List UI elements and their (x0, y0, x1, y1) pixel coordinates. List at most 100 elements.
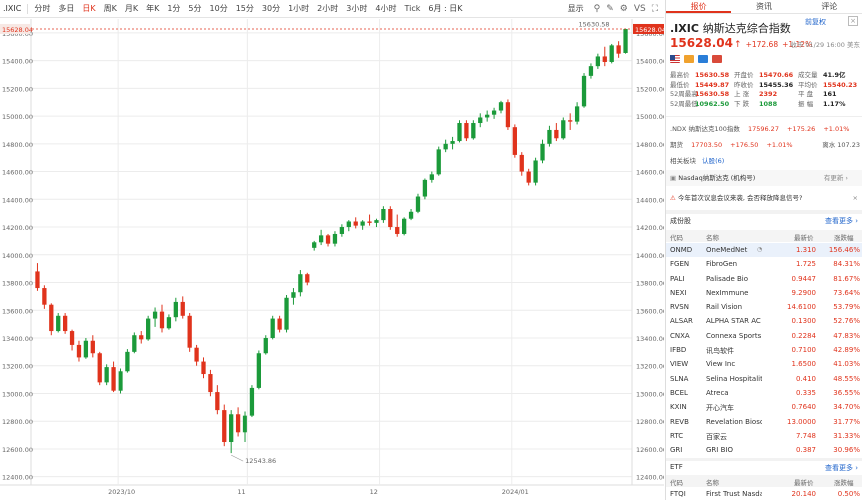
period-tab[interactable]: 分时 (34, 3, 51, 13)
adjust-mode-button[interactable]: 前复权 (805, 18, 826, 26)
candle-body[interactable] (339, 227, 345, 234)
period-tab[interactable]: 日K (82, 3, 96, 13)
candle-body[interactable] (360, 221, 365, 226)
chart-type-icon[interactable] (684, 55, 694, 63)
panel-tab[interactable]: 资讯 (755, 2, 772, 11)
candle-body[interactable] (450, 141, 455, 144)
candle-body[interactable] (519, 154, 524, 172)
candle-body[interactable] (215, 392, 220, 411)
candle-body[interactable] (159, 311, 165, 329)
display-menu[interactable]: 显示 (567, 4, 584, 13)
col-pct[interactable]: 涨跌幅 (834, 479, 854, 487)
candle-body[interactable] (305, 274, 310, 283)
table-row[interactable]: RVSN Rail Vision 14.6100 53.79% (666, 300, 862, 314)
candle-body[interactable] (270, 318, 275, 338)
candle-body[interactable] (325, 235, 331, 244)
candle-body[interactable] (574, 106, 580, 122)
candle-body[interactable] (194, 347, 199, 362)
candle-body[interactable] (498, 102, 504, 111)
fullscreen-icon[interactable]: ⛶ (651, 4, 658, 14)
table-row[interactable]: KXIN 开心汽车 0.7640 34.70% (666, 400, 862, 414)
draw-icon[interactable]: ✎ (606, 4, 614, 14)
candle-body[interactable] (69, 331, 75, 345)
period-tab[interactable]: 5分 (188, 3, 202, 13)
search-icon[interactable]: ⚲ (593, 4, 601, 14)
candle-body[interactable] (229, 414, 234, 443)
period-tab[interactable]: 月K (124, 3, 139, 13)
candle-body[interactable] (422, 179, 428, 197)
period-tab[interactable]: 3小时 (346, 3, 368, 13)
table-row[interactable]: GRI GRI BIO 0.387 30.96% (666, 443, 862, 457)
candle-body[interactable] (491, 110, 497, 115)
candle-body[interactable] (505, 102, 511, 128)
candle-body[interactable] (457, 123, 462, 142)
candle-body[interactable] (298, 274, 303, 293)
candle-body[interactable] (602, 56, 607, 62)
candle-body[interactable] (436, 149, 441, 175)
candle-body[interactable] (256, 353, 261, 388)
candle-body[interactable] (97, 353, 102, 383)
candle-body[interactable] (201, 361, 206, 375)
candle-body[interactable] (180, 301, 185, 316)
table-row[interactable]: REVB Revelation Biosciences 13.0000 31.77% (666, 415, 862, 429)
related-value[interactable]: 认股(6) (702, 157, 725, 165)
candle-body[interactable] (471, 123, 476, 139)
candle-body[interactable] (166, 317, 172, 329)
period-tab[interactable]: 6月 : 日K (428, 3, 463, 13)
candle-body[interactable] (464, 123, 469, 139)
close-icon[interactable]: × (848, 16, 858, 26)
candle-body[interactable] (609, 45, 614, 62)
candle-body[interactable] (568, 120, 573, 122)
news-banner[interactable]: ▣ Nasdaq纳斯达克 (机构号) 有更新 › (666, 170, 862, 186)
table-row[interactable]: FTQI First Trust Nasdaq 20.140 0.50% (666, 487, 862, 500)
table-row[interactable]: PALI Palisade Bio 0.9447 81.67% (666, 272, 862, 286)
candle-body[interactable] (429, 174, 434, 180)
period-tab[interactable]: 1小时 (288, 3, 310, 13)
settings-icon[interactable]: ⚙ (619, 4, 628, 14)
col-pct[interactable]: 涨跌幅 (834, 234, 854, 242)
candle-body[interactable] (353, 221, 358, 226)
table-row[interactable]: RTC 百家云 7.748 31.33% (666, 429, 862, 443)
candle-body[interactable] (346, 221, 351, 228)
candle-body[interactable] (56, 315, 61, 332)
period-tab[interactable]: 10分 (209, 3, 228, 13)
panel-tab[interactable]: 评论 (821, 2, 838, 11)
candle-body[interactable] (249, 387, 255, 416)
candle-body[interactable] (533, 160, 538, 183)
candle-body[interactable] (222, 410, 227, 443)
candle-body[interactable] (173, 301, 178, 318)
period-tab[interactable]: 4小时 (375, 3, 397, 13)
candle-body[interactable] (235, 414, 241, 433)
col-price[interactable]: 最新价 (794, 479, 814, 487)
candle-body[interactable] (415, 196, 421, 212)
period-tab[interactable]: 多日 (58, 3, 75, 13)
futures-quote-line[interactable]: 期货 17703.50 +176.50 +1.01% 离水 107.23 (670, 139, 860, 149)
components-more-link[interactable]: 查看更多 › (824, 217, 858, 225)
ndx-quote-line[interactable]: .NDX 纳斯达克100指数 17596.27 +175.26 +1.01% (670, 123, 860, 133)
news-more[interactable]: 有更新 › (823, 174, 848, 182)
candle-body[interactable] (540, 143, 545, 161)
candle-body[interactable] (408, 211, 414, 219)
candle-body[interactable] (118, 371, 123, 391)
candle-body[interactable] (42, 288, 47, 305)
candle-body[interactable] (111, 367, 116, 391)
period-tab[interactable]: 年K (146, 3, 160, 13)
candle-body[interactable] (554, 129, 559, 139)
candle-body[interactable] (76, 344, 82, 358)
candle-body[interactable] (125, 351, 130, 372)
candlestick-chart[interactable]: 15600.0015600.0015400.0015400.0015200.00… (0, 19, 664, 500)
period-tab[interactable]: 1分 (167, 3, 181, 13)
candle-body[interactable] (139, 335, 144, 340)
period-tab[interactable]: Tick (404, 3, 421, 13)
candle-body[interactable] (291, 292, 296, 298)
candle-body[interactable] (623, 28, 628, 53)
candle-body[interactable] (312, 242, 317, 248)
compare-vs-button[interactable]: VS (633, 4, 646, 14)
table-row[interactable]: BCEL Atreca 0.335 36.55% (666, 386, 862, 400)
candle-body[interactable] (388, 209, 393, 228)
candle-body[interactable] (588, 66, 594, 76)
candle-body[interactable] (443, 143, 448, 150)
candle-body[interactable] (187, 315, 192, 348)
candle-body[interactable] (367, 221, 372, 223)
candle-body[interactable] (616, 45, 621, 54)
